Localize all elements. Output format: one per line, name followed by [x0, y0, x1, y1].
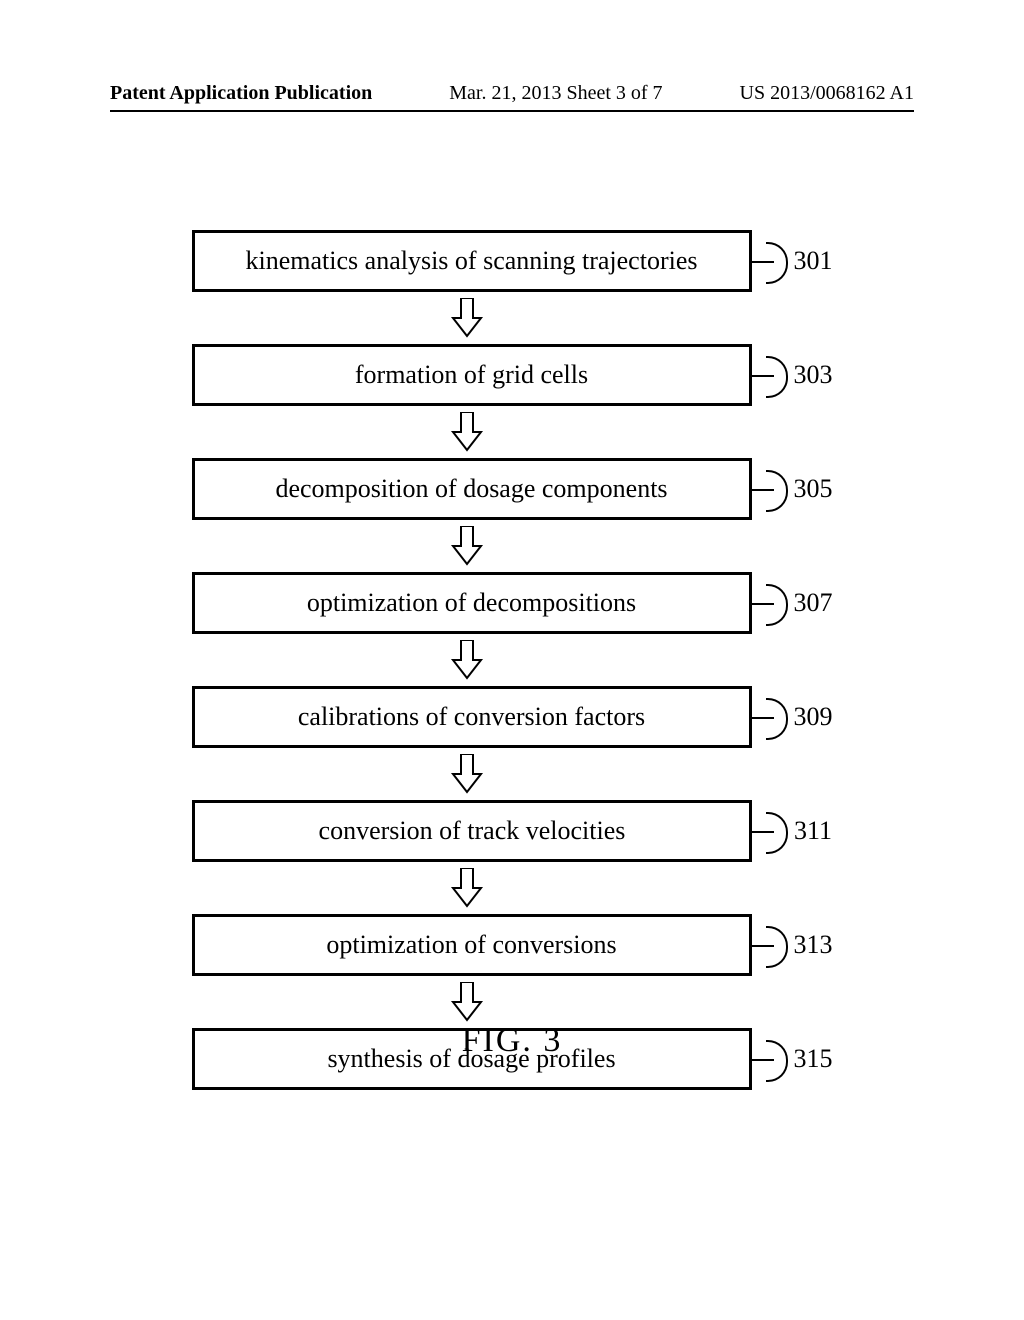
flow-step-row: conversion of track velocities 311	[192, 800, 832, 862]
header-center: Mar. 21, 2013 Sheet 3 of 7	[449, 82, 662, 105]
flow-step: kinematics analysis of scanning trajecto…	[192, 230, 833, 344]
flow-arrow-icon	[449, 982, 485, 1022]
flow-step-ref: 313	[794, 930, 833, 960]
flow-step: conversion of track velocities 311	[192, 800, 832, 914]
figure-caption: FIG. 3	[0, 1022, 1024, 1060]
flow-step-ref: 311	[794, 816, 832, 846]
flow-step-box: optimization of decompositions	[192, 572, 752, 634]
flow-step-row: optimization of decompositions 307	[192, 572, 833, 634]
flow-step-label: kinematics analysis of scanning trajecto…	[246, 246, 698, 276]
ref-connector	[752, 458, 792, 520]
flow-step-row: calibrations of conversion factors 309	[192, 686, 833, 748]
flow-step-ref: 307	[794, 588, 833, 618]
flow-step-ref: 301	[794, 246, 833, 276]
flow-step-label: calibrations of conversion factors	[298, 702, 645, 732]
flow-arrow-icon	[449, 754, 485, 794]
ref-connector	[752, 800, 792, 862]
page: Patent Application Publication Mar. 21, …	[0, 0, 1024, 1320]
header-left: Patent Application Publication	[110, 82, 372, 105]
flow-step-row: optimization of conversions 313	[192, 914, 833, 976]
flow-step-label: optimization of conversions	[326, 930, 616, 960]
flow-arrow-icon	[449, 640, 485, 680]
flow-step-ref: 309	[794, 702, 833, 732]
flow-arrow-icon	[449, 298, 485, 338]
flow-step-row: formation of grid cells 303	[192, 344, 833, 406]
header-row: Patent Application Publication Mar. 21, …	[110, 82, 914, 105]
flow-step-box: kinematics analysis of scanning trajecto…	[192, 230, 752, 292]
flowchart: kinematics analysis of scanning trajecto…	[0, 230, 1024, 1090]
flow-step-label: optimization of decompositions	[307, 588, 636, 618]
ref-connector	[752, 914, 792, 976]
flow-step-row: kinematics analysis of scanning trajecto…	[192, 230, 833, 292]
flow-step-ref: 303	[794, 360, 833, 390]
flow-step-box: calibrations of conversion factors	[192, 686, 752, 748]
flow-step-box: optimization of conversions	[192, 914, 752, 976]
ref-connector	[752, 344, 792, 406]
flow-arrow-icon	[449, 412, 485, 452]
ref-connector	[752, 686, 792, 748]
flow-step-label: formation of grid cells	[355, 360, 588, 390]
ref-connector	[752, 230, 792, 292]
flow-step: decomposition of dosage components 305	[192, 458, 833, 572]
page-header: Patent Application Publication Mar. 21, …	[0, 82, 1024, 105]
flow-step-label: conversion of track velocities	[319, 816, 626, 846]
flow-step-box: formation of grid cells	[192, 344, 752, 406]
flow-arrow-icon	[449, 526, 485, 566]
flow-step-label: decomposition of dosage components	[275, 474, 667, 504]
flow-step-box: decomposition of dosage components	[192, 458, 752, 520]
flow-step-ref: 305	[794, 474, 833, 504]
flow-step-row: decomposition of dosage components 305	[192, 458, 833, 520]
ref-connector	[752, 572, 792, 634]
flow-step: calibrations of conversion factors 309	[192, 686, 833, 800]
flow-step: formation of grid cells 303	[192, 344, 833, 458]
header-right: US 2013/0068162 A1	[740, 82, 914, 105]
flow-step-box: conversion of track velocities	[192, 800, 752, 862]
header-rule	[110, 110, 914, 112]
flow-step: optimization of decompositions 307	[192, 572, 833, 686]
flow-step: optimization of conversions 313	[192, 914, 833, 1028]
flow-arrow-icon	[449, 868, 485, 908]
